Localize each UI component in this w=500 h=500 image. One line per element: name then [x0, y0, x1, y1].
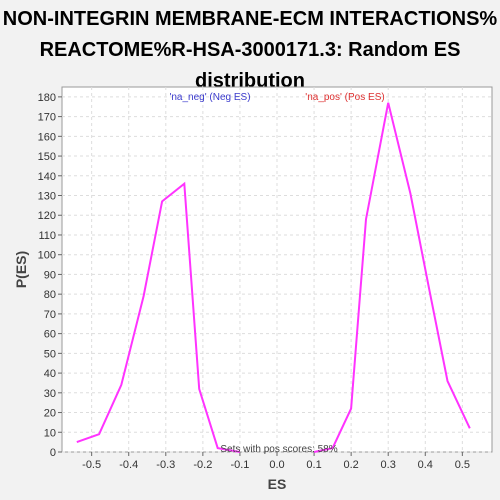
series-label-pos: 'na_pos' (Pos ES) — [305, 92, 384, 103]
y-tick-label: 20 — [44, 408, 56, 420]
pos-score-annotation: Sets with pos scores: 58% — [220, 444, 337, 455]
x-tick-label: 0.3 — [381, 459, 396, 471]
x-tick-label: -0.4 — [119, 459, 138, 471]
y-tick-label: 10 — [44, 427, 56, 439]
y-tick-label: 170 — [38, 112, 56, 124]
axes: 0 10 20 30 40 50 60 70 80 90 100 110 120 130 140 150 160… — [38, 92, 470, 471]
series-lines — [76, 102, 471, 453]
y-tick-label: 140 — [38, 171, 56, 183]
y-tick-label: 110 — [38, 230, 56, 242]
series-line-pos — [313, 102, 471, 453]
y-tick-label: 40 — [44, 368, 56, 380]
chart-labels: ES P(ES) 'na_neg' (Neg ES) 'na_pos' (Pos ES… — [13, 92, 385, 492]
x-tick-label: 0.1 — [306, 459, 321, 471]
y-axis-title: P(ES) — [13, 251, 29, 288]
x-tick-label: 0.5 — [455, 459, 470, 471]
x-tick-label: 0.0 — [269, 459, 284, 471]
x-tick-label: -0.5 — [82, 459, 101, 471]
x-axis-title: ES — [268, 476, 287, 492]
y-tick-label: 70 — [44, 309, 56, 321]
x-tick-label: 0.4 — [418, 459, 433, 471]
y-tick-label: 80 — [44, 289, 56, 301]
series-line-neg — [76, 181, 241, 453]
y-tick-label: 100 — [38, 250, 56, 262]
x-tick-label: -0.3 — [156, 459, 175, 471]
y-tick-label: 180 — [38, 92, 56, 104]
y-tick-label: 130 — [38, 191, 56, 203]
y-tick-label: 90 — [44, 269, 56, 281]
y-tick-label: 30 — [44, 388, 56, 400]
y-tick-label: 120 — [38, 210, 56, 222]
series-label-neg: 'na_neg' (Neg ES) — [169, 92, 250, 103]
x-tick-label: -0.2 — [193, 459, 212, 471]
y-tick-label: 60 — [44, 329, 56, 341]
x-tick-label: 0.2 — [343, 459, 358, 471]
x-tick-label: -0.1 — [230, 459, 249, 471]
chart-title-line-1: NON-INTEGRIN MEMBRANE-ECM INTERACTIONS% — [2, 8, 498, 30]
y-tick-label: 0 — [50, 447, 56, 459]
grid-lines — [62, 87, 492, 453]
chart-title-line-2: REACTOME%R-HSA-3000171.3: Random ES — [39, 39, 461, 61]
y-tick-label: 160 — [38, 131, 56, 143]
y-tick-label: 150 — [38, 151, 56, 163]
y-tick-label: 50 — [44, 348, 56, 360]
